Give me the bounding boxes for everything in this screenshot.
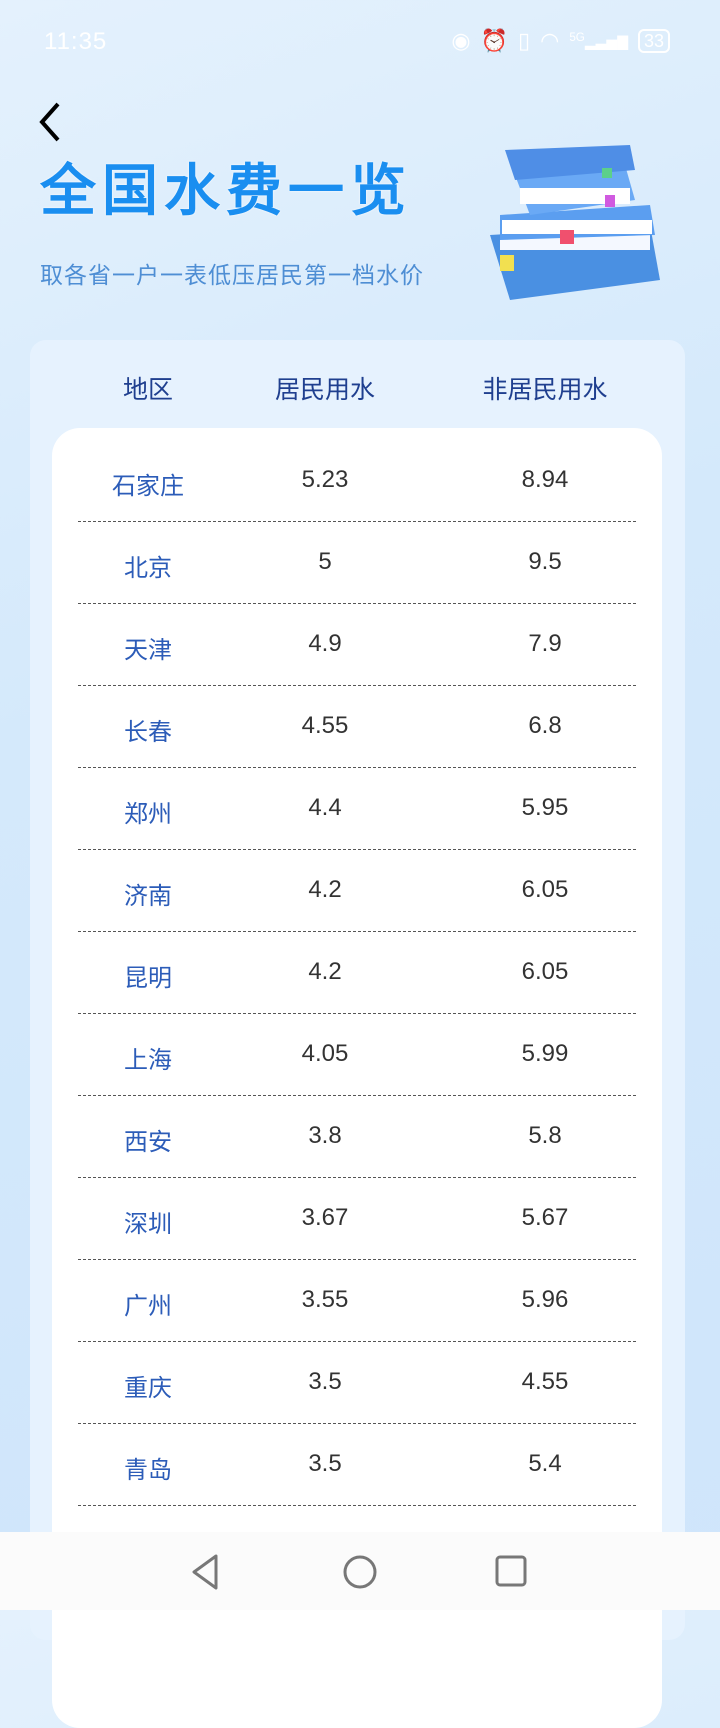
table-row: 长春 4.55 6.8: [52, 686, 662, 768]
region-cell: 西安: [124, 1129, 172, 1156]
nonresidential-price-cell: 5.95: [521, 794, 569, 821]
row-divider: [78, 1423, 636, 1424]
region-cell: 昆明: [124, 965, 172, 992]
residential-price-cell: 4.05: [301, 1040, 349, 1067]
residential-price-cell: 3.55: [301, 1286, 349, 1313]
region-cell: 青岛: [124, 1457, 172, 1484]
table-row: 深圳 3.67 5.67: [52, 1178, 662, 1260]
page-subtitle: 取各省一户一表低压居民第一档水价: [40, 262, 424, 288]
row-divider: [78, 603, 636, 604]
region-cell: 广州: [124, 1293, 172, 1320]
residential-price-cell: 5: [318, 548, 332, 575]
column-header-nonresidential: 非居民用水: [482, 376, 608, 404]
residential-price-cell: 3.5: [308, 1450, 342, 1477]
row-divider: [78, 1341, 636, 1342]
table-row: 天津 4.9 7.9: [52, 604, 662, 686]
row-divider: [78, 1505, 636, 1506]
column-header-region: 地区: [122, 376, 174, 404]
nonresidential-price-cell: 9.5: [528, 548, 562, 575]
nonresidential-price-cell: 5.96: [521, 1286, 569, 1313]
table-row: 西安 3.8 5.8: [52, 1096, 662, 1178]
row-divider: [78, 1177, 636, 1178]
residential-price-cell: 3.67: [301, 1204, 349, 1231]
table-row: 郑州 4.4 5.95: [52, 768, 662, 850]
home-circle-icon[interactable]: [342, 1552, 378, 1592]
battery-icon: 33: [637, 29, 670, 53]
residential-price-cell: 4.2: [308, 876, 342, 903]
books-illustration: [490, 145, 660, 300]
table-row: 北京 5 9.5: [52, 522, 662, 604]
table-row: 重庆 3.5 4.55: [52, 1342, 662, 1424]
nonresidential-price-cell: 5.67: [521, 1204, 569, 1231]
back-button[interactable]: [36, 100, 66, 146]
region-cell: 上海: [124, 1047, 172, 1074]
region-cell: 长春: [124, 719, 172, 746]
status-bar: 11:35 ◉ ⏰ ▯ ◠ 5G▂▃▅▇ 33: [0, 0, 720, 80]
row-divider: [78, 685, 636, 686]
residential-price-cell: 4.4: [308, 794, 342, 821]
nonresidential-price-cell: 5.8: [528, 1122, 562, 1149]
clock: 11:35: [44, 28, 108, 55]
row-divider: [78, 767, 636, 768]
wifi-icon: ◠: [540, 28, 560, 53]
table-row: 济南 4.2 6.05: [52, 850, 662, 932]
table-row: 石家庄 5.23 8.94: [52, 440, 662, 522]
table-body[interactable]: 石家庄 5.23 8.94 北京 5 9.5 天津 4.9 7.9 长春 4.55 6.8 郑州 4.4 5…: [52, 428, 662, 1728]
nonresidential-price-cell: 5.99: [521, 1040, 569, 1067]
page-title: 全国水费一览: [40, 159, 412, 222]
region-cell: 郑州: [124, 801, 172, 828]
nonresidential-price-cell: 5.4: [528, 1450, 562, 1477]
row-divider: [78, 931, 636, 932]
region-cell: 北京: [124, 555, 172, 582]
signal-icon: 5G▂▃▅▇: [569, 31, 628, 50]
table-row: 广州 3.55 5.96: [52, 1260, 662, 1342]
region-cell: 天津: [124, 637, 172, 664]
recents-square-icon[interactable]: [494, 1552, 528, 1592]
vibrate-icon: ▯: [518, 28, 531, 53]
row-divider: [78, 521, 636, 522]
table-row: 昆明 4.2 6.05: [52, 932, 662, 1014]
nonresidential-price-cell: 7.9: [528, 630, 562, 657]
region-cell: 深圳: [124, 1211, 172, 1238]
residential-price-cell: 5.23: [301, 466, 349, 493]
row-divider: [78, 849, 636, 850]
table-header: 地区 居民用水 非居民用水: [30, 340, 685, 425]
region-cell: 石家庄: [112, 473, 184, 500]
residential-price-cell: 3.8: [308, 1122, 342, 1149]
column-header-residential: 居民用水: [274, 376, 376, 404]
navigation-bar: [0, 1532, 720, 1610]
nonresidential-price-cell: 6.8: [528, 712, 562, 739]
region-cell: 重庆: [124, 1375, 172, 1402]
residential-price-cell: 3.5: [308, 1368, 342, 1395]
residential-price-cell: 4.55: [301, 712, 349, 739]
residential-price-cell: 4.2: [308, 958, 342, 985]
nonresidential-price-cell: 6.05: [521, 876, 569, 903]
water-price-table: 地区 居民用水 非居民用水 石家庄 5.23 8.94 北京 5 9.5 天津 4.9 7.9 长…: [30, 340, 685, 1728]
row-divider: [78, 1013, 636, 1014]
table-row: 青岛 3.5 5.4: [52, 1424, 662, 1506]
region-cell: 济南: [124, 883, 172, 910]
eye-icon: ◉: [451, 28, 471, 53]
residential-price-cell: 4.9: [308, 630, 342, 657]
nonresidential-price-cell: 8.94: [521, 466, 569, 493]
nonresidential-price-cell: 4.55: [521, 1368, 569, 1395]
nonresidential-price-cell: 6.05: [521, 958, 569, 985]
alarm-icon: ⏰: [480, 28, 509, 53]
row-divider: [78, 1259, 636, 1260]
table-row: 上海 4.05 5.99: [52, 1014, 662, 1096]
back-triangle-icon[interactable]: [188, 1552, 222, 1592]
row-divider: [78, 1095, 636, 1096]
